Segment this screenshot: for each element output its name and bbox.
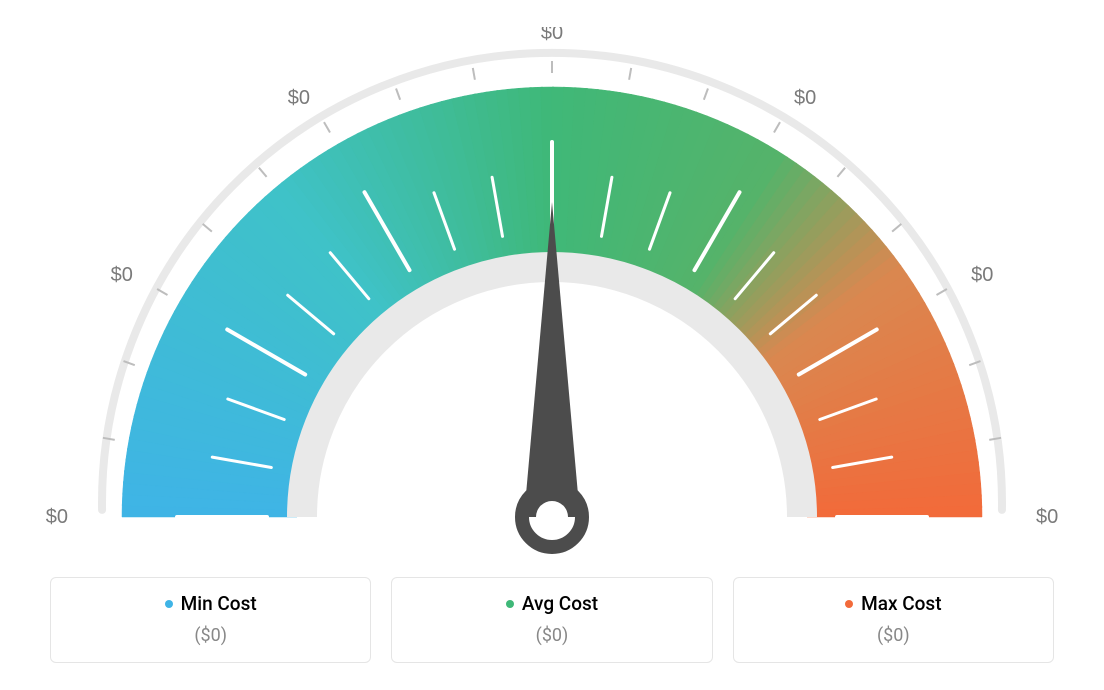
legend-value-avg: ($0) <box>402 625 701 646</box>
dot-icon <box>845 600 853 608</box>
gauge-tick-label: $0 <box>541 27 563 44</box>
legend-value-min: ($0) <box>61 625 360 646</box>
legend-label-text: Avg Cost <box>522 592 598 615</box>
legend-label-max: Max Cost <box>845 592 941 615</box>
legend-card-max: Max Cost ($0) <box>733 577 1054 663</box>
gauge-svg: $0 $0 $0 $0 $0 $0 $0 <box>32 27 1072 567</box>
gauge-tick-label: $0 <box>111 264 133 286</box>
legend-row: Min Cost ($0) Avg Cost ($0) Max Cost ($0… <box>50 577 1054 663</box>
gauge-tick-label: $0 <box>46 506 68 528</box>
legend-card-min: Min Cost ($0) <box>50 577 371 663</box>
legend-label-text: Max Cost <box>861 592 941 615</box>
legend-label-avg: Avg Cost <box>506 592 598 615</box>
legend-label-min: Min Cost <box>165 592 257 615</box>
gauge-tick-label: $0 <box>971 264 993 286</box>
gauge-tick-label: $0 <box>288 87 310 109</box>
gauge-tick-label: $0 <box>1036 506 1058 528</box>
gauge-tick-label: $0 <box>794 87 816 109</box>
dot-icon <box>165 600 173 608</box>
gauge-chart: $0 $0 $0 $0 $0 $0 $0 <box>32 27 1072 567</box>
dot-icon <box>506 600 514 608</box>
legend-card-avg: Avg Cost ($0) <box>391 577 712 663</box>
legend-value-max: ($0) <box>744 625 1043 646</box>
legend-label-text: Min Cost <box>181 592 257 615</box>
